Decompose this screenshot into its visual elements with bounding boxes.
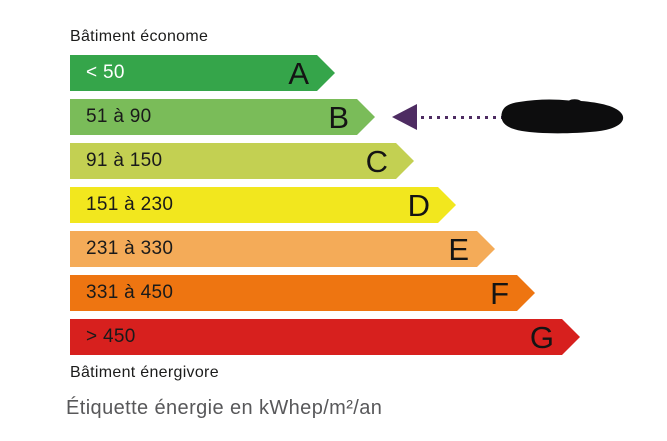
energy-class-bar-g: > 450 G (70, 319, 580, 355)
range-label-b: 51 à 90 (86, 106, 152, 127)
class-letter-g: G (529, 319, 554, 355)
energy-class-bar-b: 51 à 90 B (70, 99, 375, 135)
economical-building-label: Bâtiment économe (70, 28, 209, 45)
bar-arrow-tip-icon (396, 143, 414, 179)
bar-arrow-tip-icon (357, 99, 375, 135)
range-label-c: 91 à 150 (86, 150, 163, 171)
range-label-d: 151 à 230 (86, 194, 174, 215)
energy-class-bar-a: < 50 A (70, 55, 335, 91)
class-letter-b: B (328, 99, 349, 135)
left-arrow-marker-icon (392, 104, 417, 130)
bar-arrow-tip-icon (438, 187, 456, 223)
energy-class-bar-f: 331 à 450 F (70, 275, 535, 311)
class-letter-d: D (407, 187, 430, 223)
bar-arrow-tip-icon (317, 55, 335, 91)
range-label-a: < 50 (86, 62, 125, 83)
range-label-e: 231 à 330 (86, 238, 174, 259)
energy-class-bar-c: 91 à 150 C (70, 143, 414, 179)
class-letter-e: E (448, 231, 469, 267)
energy-class-bar-d: 151 à 230 D (70, 187, 456, 223)
class-letter-c: C (365, 143, 388, 179)
bar-arrow-tip-icon (562, 319, 580, 355)
dotted-leader-line (421, 116, 503, 119)
bar-arrow-tip-icon (477, 231, 495, 267)
energy-guzzling-building-label: Bâtiment énergivore (70, 364, 219, 381)
class-letter-a: A (288, 55, 309, 91)
energy-class-bar-e: 231 à 330 E (70, 231, 495, 267)
class-letter-f: F (490, 275, 509, 311)
range-label-g: > 450 (86, 326, 136, 347)
redaction-scribble (501, 99, 624, 134)
bar-arrow-tip-icon (517, 275, 535, 311)
range-label-f: 331 à 450 (86, 282, 174, 303)
chart-caption: Étiquette énergie en kWhep/m²/an (66, 397, 383, 419)
